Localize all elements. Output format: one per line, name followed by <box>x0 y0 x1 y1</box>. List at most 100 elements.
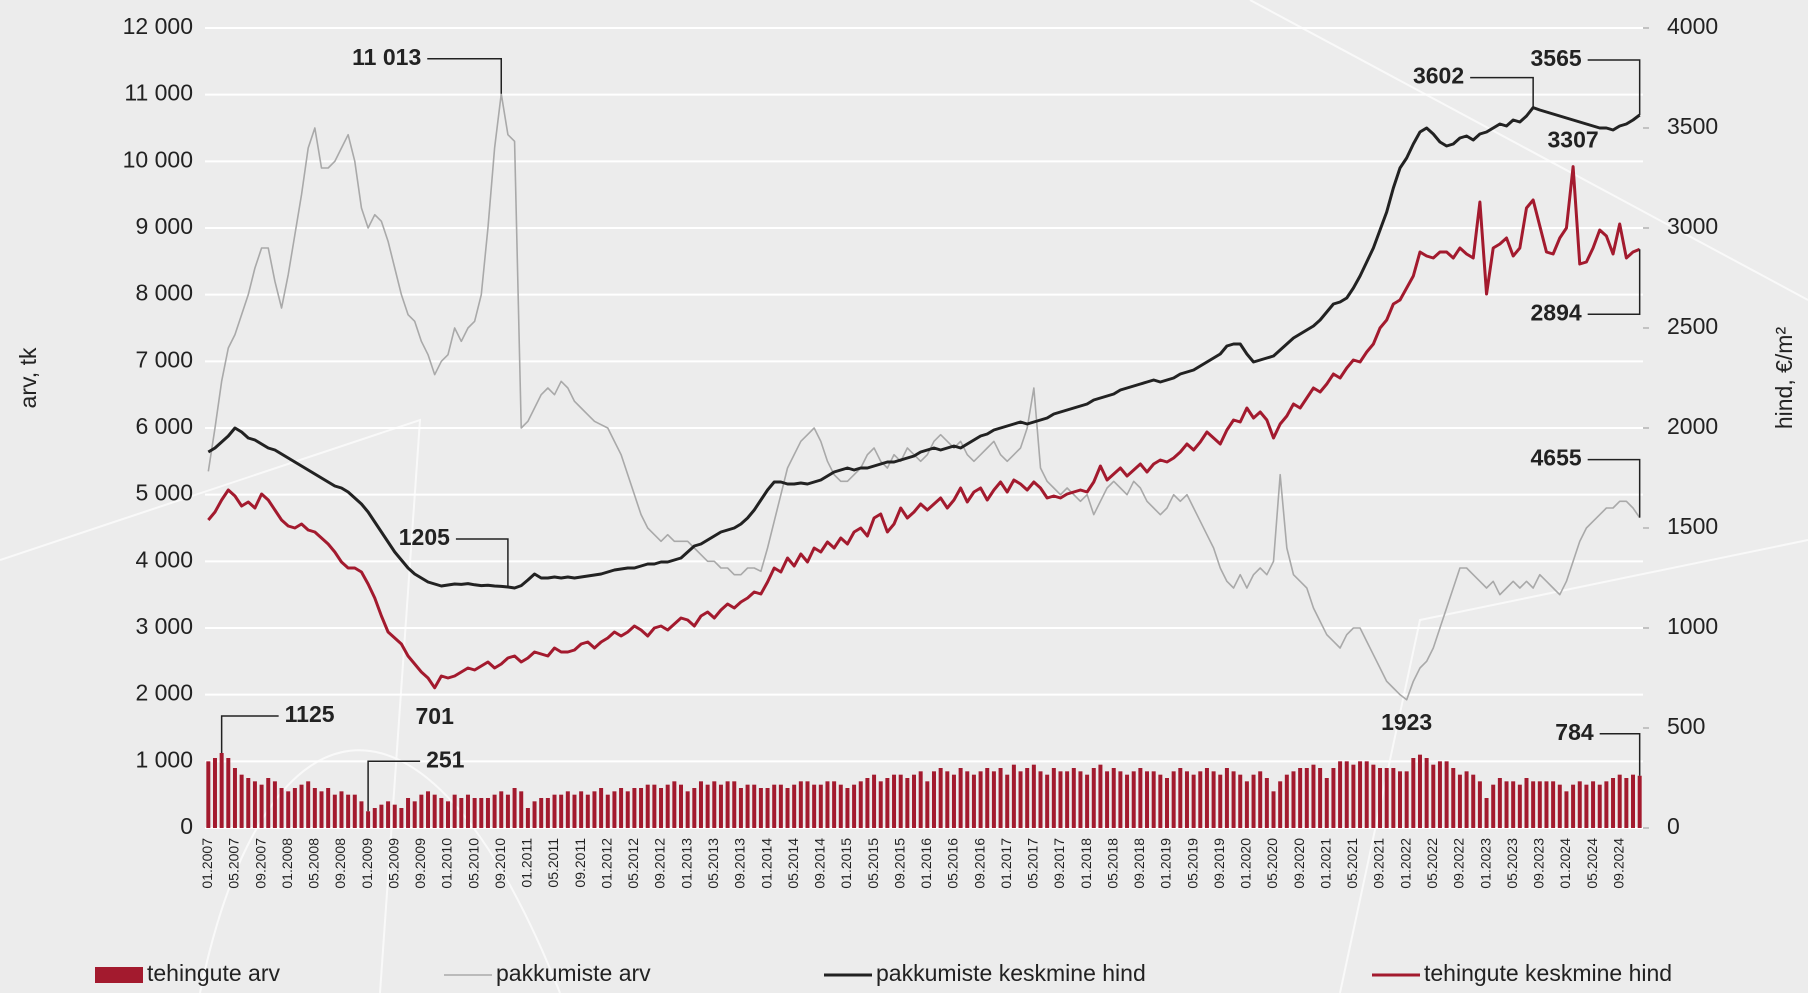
x-tick-label: 05.2017 <box>1025 838 1041 889</box>
bar <box>778 784 783 828</box>
bar <box>619 788 624 828</box>
bar <box>485 798 490 828</box>
bar <box>1078 771 1083 828</box>
bar <box>872 774 877 828</box>
bar <box>1611 778 1616 828</box>
x-tick-label: 01.2024 <box>1557 838 1573 889</box>
y-tick-label: 1 000 <box>135 746 193 772</box>
bar <box>346 794 351 828</box>
x-tick-label: 09.2013 <box>732 838 748 889</box>
bar <box>1504 781 1509 828</box>
line <box>207 93 1641 701</box>
bar <box>758 788 763 828</box>
bar <box>332 794 337 828</box>
bar <box>1318 768 1323 828</box>
bar <box>432 794 437 828</box>
bar <box>1011 764 1016 828</box>
annotation: 3602 <box>1413 63 1464 89</box>
bar <box>1065 771 1070 828</box>
bar <box>379 804 384 828</box>
bar <box>532 801 537 828</box>
bar <box>1624 778 1629 828</box>
annotation: 701 <box>415 703 454 729</box>
bar <box>838 784 843 828</box>
bar <box>991 771 996 828</box>
bar <box>412 801 417 828</box>
bar <box>738 788 743 828</box>
bar <box>1411 758 1416 828</box>
bar <box>419 794 424 828</box>
bar <box>1284 774 1289 828</box>
bar <box>1125 774 1130 828</box>
bar <box>985 768 990 828</box>
annotation: 11 013 <box>352 44 421 70</box>
x-tick-label: 01.2020 <box>1238 838 1254 889</box>
x-tick-label: 09.2014 <box>812 838 828 889</box>
bar <box>452 794 457 828</box>
bar <box>1517 784 1522 828</box>
annotation: 3565 <box>1530 45 1581 71</box>
y2-tick-label: 0 <box>1667 813 1680 839</box>
bar <box>1158 774 1163 828</box>
annotation: 251 <box>426 746 465 772</box>
bar <box>752 784 757 828</box>
bar <box>286 791 291 828</box>
x-tick-label: 01.2016 <box>918 838 934 889</box>
x-tick-label: 09.2024 <box>1610 838 1626 889</box>
annotation: 1205 <box>399 524 450 550</box>
y-tick-label: 4 000 <box>135 546 193 572</box>
bar <box>1071 768 1076 828</box>
x-tick-label: 05.2018 <box>1104 838 1120 889</box>
bar <box>1311 764 1316 828</box>
y-tick-label: 8 000 <box>135 280 193 306</box>
bar <box>1617 774 1622 828</box>
bar <box>1431 764 1436 828</box>
bar <box>1051 768 1056 828</box>
bar <box>818 784 823 828</box>
bar <box>1058 771 1063 828</box>
bar <box>1484 798 1489 828</box>
bar <box>525 808 530 828</box>
bar <box>1551 781 1556 828</box>
x-tick-label: 09.2012 <box>652 838 668 889</box>
bar <box>1184 771 1189 828</box>
x-tick-label: 01.2012 <box>598 838 614 889</box>
annotation-leader <box>1599 732 1641 776</box>
y-tick-label: 6 000 <box>135 413 193 439</box>
bar <box>1338 761 1343 828</box>
bar <box>339 791 344 828</box>
bar <box>1444 761 1449 828</box>
bar <box>925 781 930 828</box>
bar <box>1571 784 1576 828</box>
bar <box>1351 764 1356 828</box>
bar <box>1637 775 1642 828</box>
bar <box>505 794 510 828</box>
x-tick-label: 05.2022 <box>1424 838 1440 889</box>
x-tick-label: 09.2010 <box>492 838 508 889</box>
bar <box>1358 761 1363 828</box>
bar <box>545 798 550 828</box>
bar <box>1278 781 1283 828</box>
bar <box>406 798 411 828</box>
bar <box>698 781 703 828</box>
x-tick-label: 01.2007 <box>199 838 215 889</box>
x-tick-label: 05.2020 <box>1264 838 1280 889</box>
bar <box>1291 771 1296 828</box>
y-tick-label: 9 000 <box>135 213 193 239</box>
x-tick-label: 05.2015 <box>865 838 881 889</box>
bar <box>692 788 697 828</box>
bar <box>1118 771 1123 828</box>
x-tick-label: 09.2019 <box>1211 838 1227 889</box>
bar <box>1131 771 1136 828</box>
bar <box>978 771 983 828</box>
bar <box>552 794 557 828</box>
bar <box>1105 771 1110 828</box>
bar <box>639 788 644 828</box>
bar <box>1404 771 1409 828</box>
bar <box>479 798 484 828</box>
bar <box>1145 771 1150 828</box>
bar <box>266 778 271 828</box>
bar <box>565 791 570 828</box>
bar <box>1324 778 1329 828</box>
x-tick-label: 01.2022 <box>1397 838 1413 889</box>
